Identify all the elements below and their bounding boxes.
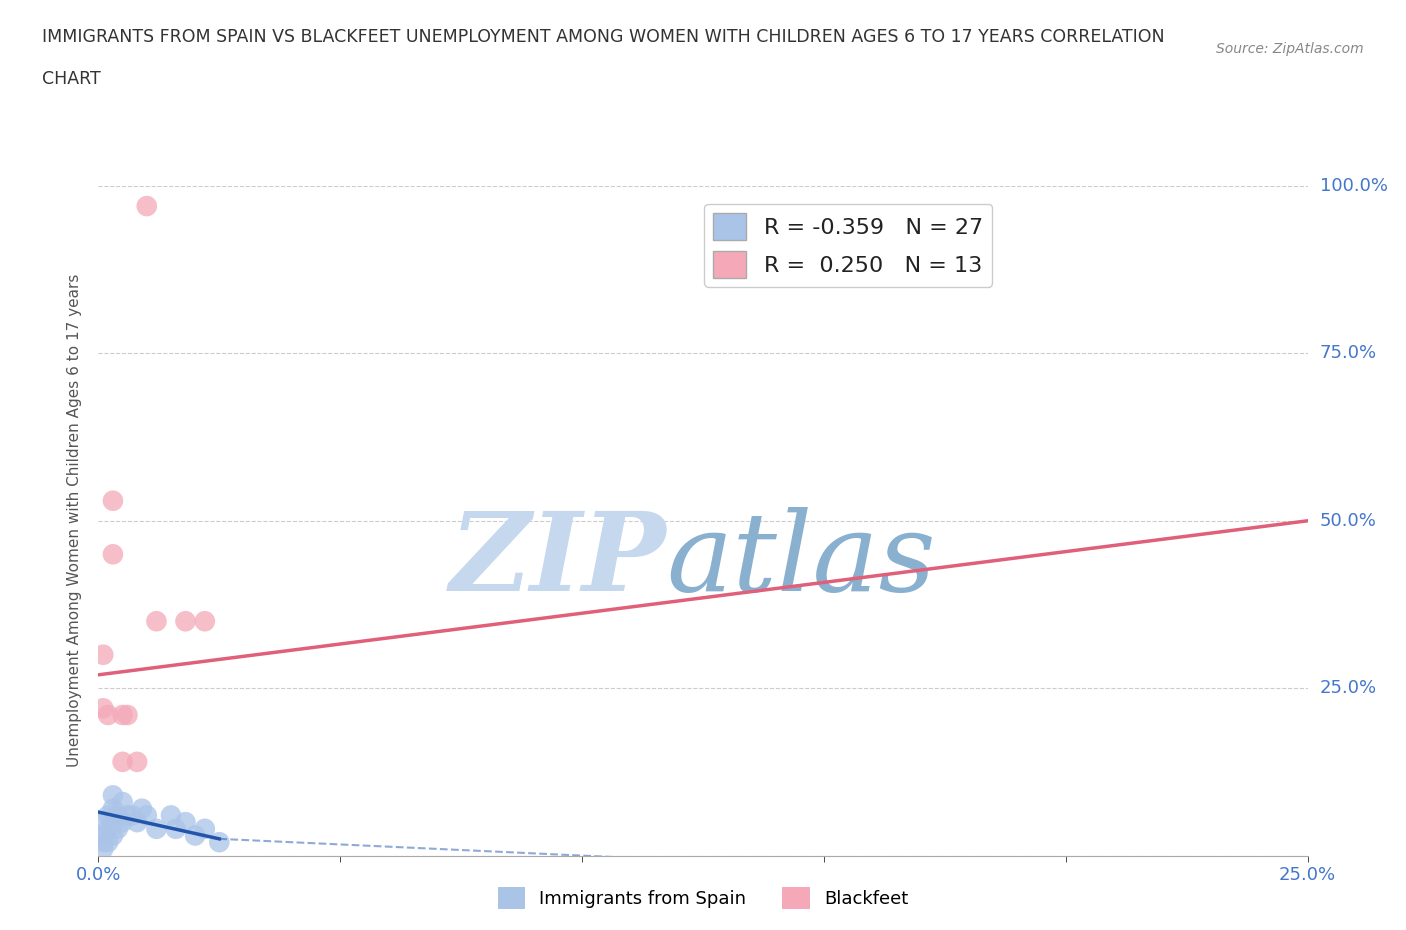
Point xyxy=(91,828,114,843)
Text: 25.0%: 25.0% xyxy=(1320,679,1376,698)
Point xyxy=(111,815,134,830)
Point xyxy=(91,815,114,830)
Point xyxy=(107,821,129,836)
Point xyxy=(131,802,153,817)
Point xyxy=(101,493,124,508)
Text: ZIP: ZIP xyxy=(450,507,666,615)
Point xyxy=(145,821,167,836)
Point xyxy=(91,701,114,716)
Point xyxy=(174,815,197,830)
Text: Source: ZipAtlas.com: Source: ZipAtlas.com xyxy=(1216,42,1364,56)
Text: 50.0%: 50.0% xyxy=(1320,512,1376,530)
Text: atlas: atlas xyxy=(666,507,936,615)
Point xyxy=(160,808,183,823)
Point xyxy=(97,808,120,823)
Point xyxy=(194,821,217,836)
Legend: Immigrants from Spain, Blackfeet: Immigrants from Spain, Blackfeet xyxy=(491,880,915,916)
Text: 100.0%: 100.0% xyxy=(1320,177,1388,195)
Point xyxy=(165,821,187,836)
Point xyxy=(111,754,134,769)
Point xyxy=(101,788,124,803)
Point xyxy=(111,794,134,809)
Point xyxy=(127,815,149,830)
Point xyxy=(135,808,157,823)
Point xyxy=(107,808,129,823)
Point xyxy=(101,815,124,830)
Point xyxy=(208,835,231,850)
Point xyxy=(117,708,139,723)
Point xyxy=(101,828,124,843)
Point xyxy=(91,835,114,850)
Point xyxy=(97,821,120,836)
Point xyxy=(91,647,114,662)
Point xyxy=(101,547,124,562)
Point xyxy=(111,708,134,723)
Point xyxy=(127,754,149,769)
Point xyxy=(135,199,157,214)
Point xyxy=(97,835,120,850)
Point xyxy=(97,708,120,723)
Point xyxy=(101,802,124,817)
Point xyxy=(184,828,207,843)
Text: CHART: CHART xyxy=(42,70,101,87)
Point xyxy=(194,614,217,629)
Point xyxy=(174,614,197,629)
Point xyxy=(91,842,114,857)
Text: 75.0%: 75.0% xyxy=(1320,344,1376,363)
Text: IMMIGRANTS FROM SPAIN VS BLACKFEET UNEMPLOYMENT AMONG WOMEN WITH CHILDREN AGES 6: IMMIGRANTS FROM SPAIN VS BLACKFEET UNEMP… xyxy=(42,28,1164,46)
Y-axis label: Unemployment Among Women with Children Ages 6 to 17 years: Unemployment Among Women with Children A… xyxy=(67,274,83,767)
Legend: R = -0.359   N = 27, R =  0.250   N = 13: R = -0.359 N = 27, R = 0.250 N = 13 xyxy=(704,204,993,287)
Point xyxy=(117,808,139,823)
Point xyxy=(121,808,143,823)
Point xyxy=(145,614,167,629)
